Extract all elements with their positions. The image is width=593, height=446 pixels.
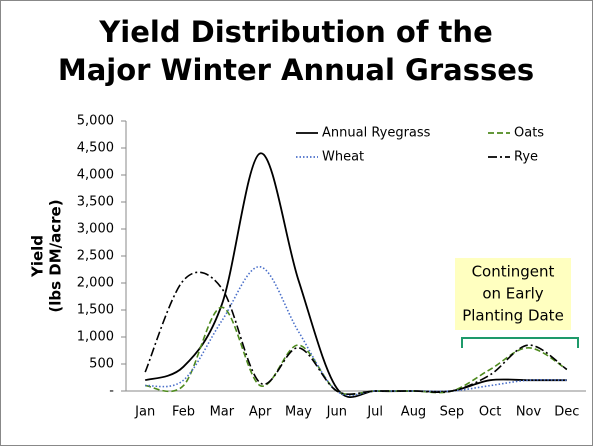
- annotation: on Early: [482, 285, 543, 303]
- legend-label: Wheat: [322, 150, 364, 165]
- x-tick-label: Mar: [210, 405, 235, 420]
- y-tick-label: 2,000: [77, 276, 114, 291]
- x-tick-label: Jan: [134, 405, 155, 420]
- y-tick-label: 1,500: [77, 303, 114, 318]
- x-tick-label: Sep: [440, 405, 465, 420]
- x-tick-label: Oct: [479, 405, 501, 420]
- x-tick-label: May: [285, 405, 312, 420]
- x-tick-label: Apr: [249, 405, 272, 420]
- annotation-box: [455, 258, 571, 330]
- y-tick-label: 1,000: [77, 330, 114, 345]
- series-line: [145, 306, 568, 396]
- series-line: [144, 152, 567, 399]
- y-tick-label: 4,500: [77, 141, 114, 156]
- chart-title: Major Winter Annual Grasses: [58, 53, 534, 87]
- annotation: Contingent: [472, 263, 555, 281]
- x-tick-label: Jun: [326, 405, 347, 420]
- bracket: [461, 337, 579, 348]
- annotation: Planting Date: [462, 307, 564, 325]
- y-tick-label: 2,500: [77, 249, 114, 264]
- y-tick-label: 3,500: [77, 195, 114, 210]
- y-tick-label: 4,000: [77, 168, 114, 183]
- y-tick-label: 5,000: [77, 114, 114, 129]
- chart-title: Yield Distribution of the: [98, 15, 492, 49]
- x-tick-label: Jul: [366, 405, 383, 420]
- series-line: [144, 271, 568, 395]
- y-axis-label-line: Yield: [29, 235, 47, 278]
- x-tick-label: Aug: [401, 405, 426, 420]
- x-tick-label: Feb: [172, 405, 195, 420]
- legend-label: Oats: [514, 126, 544, 141]
- x-tick-label: Nov: [516, 405, 542, 420]
- legend-label: Annual Ryegrass: [322, 126, 431, 141]
- y-axis-label-line: (lbs DM/acre): [47, 199, 65, 312]
- x-tick-label: Dec: [554, 405, 579, 420]
- y-tick-label: 500: [89, 357, 114, 372]
- y-axis-label: Yield (lbs DM/acre): [29, 199, 65, 312]
- y-tick-label: -: [109, 384, 114, 399]
- y-tick-label: 3,000: [77, 222, 114, 237]
- legend-label: Rye: [514, 150, 538, 165]
